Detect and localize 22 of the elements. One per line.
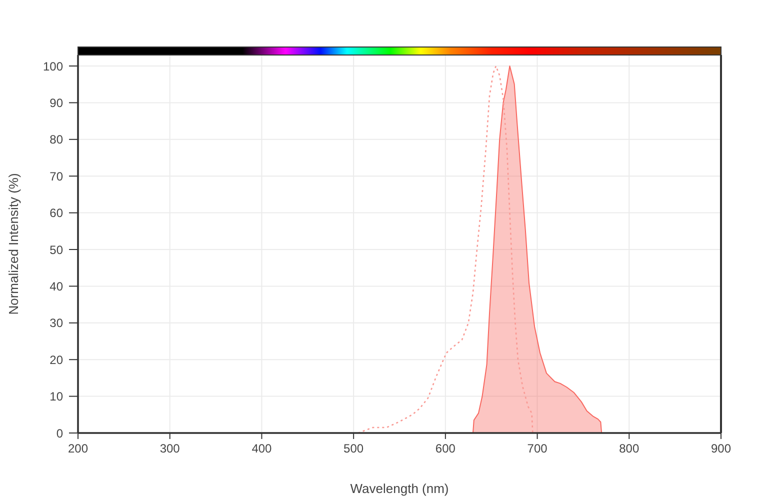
y-tick-label: 80: [50, 132, 64, 147]
x-tick-label: 500: [344, 442, 364, 456]
y-tick-label: 100: [42, 59, 64, 74]
y-tick-label: 60: [50, 206, 64, 220]
x-tick-label: 600: [435, 442, 456, 456]
x-tick-label: 800: [619, 442, 640, 456]
y-tick-label: 10: [50, 390, 64, 404]
y-tick-label: 40: [50, 279, 64, 294]
y-tick-label: 90: [50, 96, 64, 110]
y-tick-label: 0: [56, 426, 64, 440]
y-tick-label: 70: [50, 169, 64, 184]
line-series: [358, 65, 534, 433]
x-tick-label: 700: [527, 442, 548, 456]
x-tick-label: 300: [160, 442, 180, 456]
x-tick-label: 900: [710, 442, 732, 456]
y-tick-label: 30: [50, 316, 64, 330]
y-axis-title: Normalized Intensity (%): [6, 173, 21, 315]
x-tick-label: 200: [68, 442, 88, 456]
y-tick-label: 50: [50, 242, 64, 257]
x-axis-title: Wavelength (nm): [350, 481, 449, 496]
x-tick-label: 400: [252, 442, 272, 456]
y-tick-label: 20: [50, 352, 64, 367]
